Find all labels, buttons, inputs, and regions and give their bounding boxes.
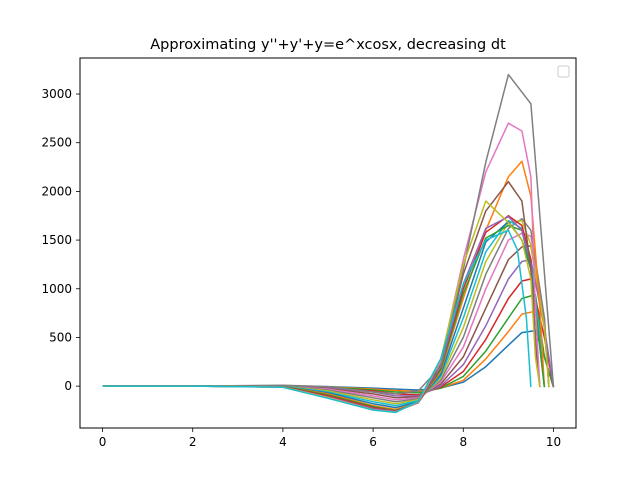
legend-box <box>557 65 570 78</box>
plot-frame <box>79 57 577 429</box>
series-line-18 <box>102 73 555 395</box>
series-line-20 <box>102 229 532 414</box>
x-tick-label: 10 <box>546 435 561 449</box>
x-tick-label: 0 <box>99 435 107 449</box>
y-tick-label: 3000 <box>41 87 72 101</box>
series-layer <box>102 73 555 414</box>
y-tick-label: 0 <box>64 379 72 393</box>
x-tick-label: 4 <box>279 435 287 449</box>
y-tick-label: 2000 <box>41 184 72 198</box>
x-tick-label: 8 <box>459 435 467 449</box>
x-tick-label: 6 <box>369 435 377 449</box>
chart-title: Approximating y''+y'+y=e^xcosx, decreasi… <box>150 37 506 53</box>
x-tick-label: 2 <box>189 435 197 449</box>
y-tick-label: 1500 <box>41 233 72 247</box>
y-tick-label: 500 <box>49 330 72 344</box>
x-axis: 0 2 4 6 8 10 <box>99 428 561 449</box>
y-axis: 0 500 1000 1500 2000 2500 3000 <box>41 87 80 393</box>
y-tick-label: 2500 <box>41 136 72 150</box>
y-tick-label: 1000 <box>41 282 72 296</box>
